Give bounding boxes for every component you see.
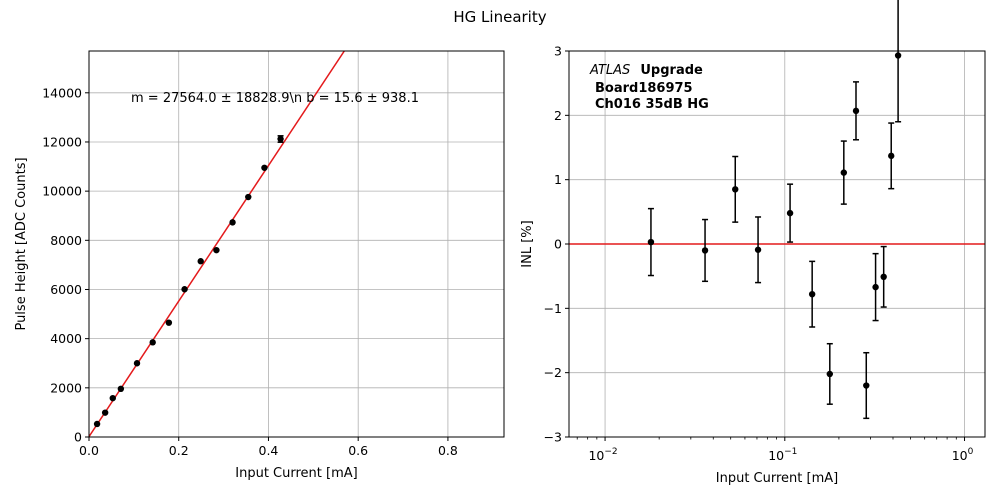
right-y-tick-label: 1 <box>554 172 562 187</box>
right-data-point <box>786 209 794 217</box>
right-chart: 10−2 10−1 100 −3 −2 −1 0 1 2 3 ATLAS Upgrade Boa… <box>520 0 986 486</box>
right-data-points <box>647 0 902 420</box>
left-y-tick-label: 10000 <box>42 184 82 199</box>
right-x-tick-label: 10−2 <box>588 447 617 463</box>
right-data-point <box>826 370 834 378</box>
left-data-point <box>101 409 109 416</box>
left-x-tick-label: 0.8 <box>438 443 458 458</box>
left-chart: 0.0 0.2 0.4 0.6 0.8 0 2000 4000 6000 8000 10000 12… <box>14 50 505 481</box>
right-data-point <box>808 290 816 298</box>
right-data-point <box>754 246 762 253</box>
right-y-tick-label: −3 <box>544 430 562 445</box>
right-y-tick-label: −1 <box>544 301 562 316</box>
left-data-point <box>149 339 156 346</box>
right-y-tick-label: 0 <box>554 237 562 252</box>
atlas-label-line2: Board186975 <box>595 81 693 96</box>
left-y-tick-label: 12000 <box>42 134 82 149</box>
atlas-experiment-label: ATLAS <box>589 63 630 78</box>
right-data-point <box>894 52 902 59</box>
right-data-point <box>880 273 887 281</box>
left-y-tick-label: 4000 <box>50 331 82 346</box>
left-grid <box>88 51 504 438</box>
left-y-tick-label: 0 <box>74 430 82 445</box>
right-x-ticks: 10−2 10−1 100 <box>576 437 974 463</box>
left-x-tick-label: 0.4 <box>259 443 279 458</box>
left-fit-line-group <box>89 51 346 437</box>
right-y-tick-label: −2 <box>544 365 562 380</box>
atlas-label-line1: ATLAS Upgrade <box>589 59 703 78</box>
left-y-axis-label: Pulse Height [ADC Counts] <box>14 157 29 330</box>
left-x-tick-label: 0.6 <box>348 443 368 458</box>
right-data-point <box>888 152 895 160</box>
right-data-point <box>863 382 870 389</box>
right-data-point <box>872 283 879 291</box>
left-data-point <box>197 258 204 265</box>
right-y-axis-label: INL [%] <box>520 220 535 267</box>
left-data-point <box>277 135 284 143</box>
right-x-axis-label: Input Current [mA] <box>716 471 838 486</box>
right-data-point <box>840 169 848 176</box>
left-data-point <box>181 286 188 293</box>
left-y-tick-label: 14000 <box>42 85 82 100</box>
left-y-tick-label: 6000 <box>50 282 82 297</box>
right-data-point <box>647 238 655 246</box>
left-data-point <box>261 164 268 171</box>
left-data-point <box>109 394 116 402</box>
left-data-point <box>229 219 236 226</box>
left-x-ticks: 0.0 0.2 0.4 0.6 0.8 <box>79 437 458 458</box>
left-y-tick-label: 2000 <box>50 380 82 395</box>
figure-title: HG Linearity <box>453 8 546 26</box>
right-y-ticks: −3 −2 −1 0 1 2 3 <box>544 44 569 445</box>
left-y-ticks: 0 2000 4000 6000 8000 10000 12000 14000 <box>42 85 89 445</box>
left-data-points <box>93 135 284 428</box>
atlas-tag-label: Upgrade <box>640 63 703 78</box>
left-x-tick-label: 0.0 <box>79 443 99 458</box>
left-data-point <box>245 193 252 201</box>
right-data-point <box>732 186 739 193</box>
left-plot-frame <box>88 50 505 438</box>
left-fit-line <box>89 51 346 437</box>
atlas-label-line3: Ch016 35dB HG <box>595 97 709 112</box>
right-y-tick-label: 2 <box>554 108 562 123</box>
left-y-tick-label: 8000 <box>50 233 82 248</box>
right-data-point <box>852 107 860 115</box>
left-x-axis-label: Input Current [mA] <box>235 466 357 481</box>
right-x-tick-label: 10−1 <box>768 447 797 463</box>
left-data-point <box>93 420 101 428</box>
left-data-point <box>117 385 125 393</box>
right-data-point <box>701 247 709 254</box>
left-x-tick-label: 0.2 <box>169 443 189 458</box>
right-y-tick-label: 3 <box>554 44 562 59</box>
right-x-tick-label: 100 <box>952 447 974 463</box>
left-fit-annotation: m = 27564.0 ± 18828.9\n b = 15.6 ± 938.1 <box>131 91 419 106</box>
left-data-point <box>133 360 141 367</box>
left-data-point <box>165 319 173 326</box>
left-data-point <box>213 246 220 254</box>
